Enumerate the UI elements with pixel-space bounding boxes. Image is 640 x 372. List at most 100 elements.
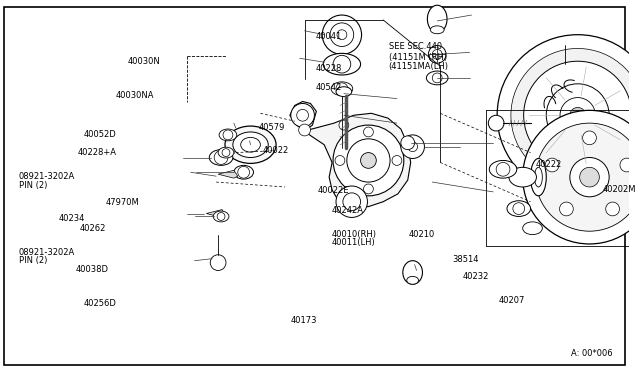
Circle shape [223, 130, 233, 140]
Ellipse shape [218, 147, 234, 158]
Circle shape [511, 48, 640, 182]
Ellipse shape [213, 211, 229, 222]
Circle shape [547, 84, 609, 147]
Circle shape [330, 23, 354, 46]
Ellipse shape [428, 5, 447, 33]
Ellipse shape [225, 126, 276, 163]
Circle shape [333, 55, 351, 73]
Polygon shape [290, 102, 411, 206]
Circle shape [497, 35, 640, 196]
Ellipse shape [336, 87, 352, 97]
Text: SEE SEC.440: SEE SEC.440 [388, 42, 442, 51]
Circle shape [513, 203, 525, 215]
Text: 40262: 40262 [79, 224, 106, 232]
Circle shape [222, 149, 230, 157]
Circle shape [297, 109, 308, 121]
Text: 40222: 40222 [536, 160, 562, 169]
Text: 40542: 40542 [316, 83, 342, 92]
Text: 40022: 40022 [263, 146, 289, 155]
Text: 40173: 40173 [291, 316, 317, 325]
Circle shape [336, 83, 348, 94]
Ellipse shape [331, 82, 353, 96]
Circle shape [364, 184, 373, 194]
Circle shape [580, 167, 599, 187]
Circle shape [238, 166, 250, 178]
Ellipse shape [241, 137, 260, 152]
Circle shape [336, 186, 367, 218]
Text: A: 00*006: A: 00*006 [572, 349, 613, 358]
Text: 40207: 40207 [499, 295, 525, 305]
Text: 40228+A: 40228+A [77, 148, 116, 157]
Text: 38514: 38514 [452, 255, 479, 264]
Ellipse shape [219, 129, 237, 141]
Text: PIN (2): PIN (2) [19, 256, 47, 266]
Circle shape [432, 49, 442, 59]
Circle shape [496, 163, 510, 176]
Circle shape [211, 255, 226, 270]
Ellipse shape [490, 160, 516, 178]
Text: 40011(LH): 40011(LH) [332, 238, 376, 247]
Circle shape [545, 158, 559, 172]
Text: 40052D: 40052D [84, 130, 116, 140]
Circle shape [343, 193, 360, 211]
Circle shape [299, 124, 310, 136]
Circle shape [323, 15, 362, 54]
Ellipse shape [534, 167, 542, 187]
Text: 40232: 40232 [463, 272, 489, 281]
Ellipse shape [426, 71, 448, 85]
Text: 08921-3202A: 08921-3202A [19, 172, 75, 182]
Text: PIN (2): PIN (2) [19, 181, 47, 190]
Ellipse shape [234, 166, 253, 179]
Circle shape [337, 30, 347, 39]
Text: 40030N: 40030N [127, 57, 161, 66]
Text: 40256D: 40256D [83, 299, 116, 308]
Circle shape [605, 202, 620, 216]
Circle shape [559, 202, 573, 216]
Text: 40228: 40228 [316, 64, 342, 73]
Text: (41151MA(LH): (41151MA(LH) [388, 62, 449, 71]
Circle shape [582, 131, 596, 145]
Text: 40022E: 40022E [317, 186, 349, 195]
Circle shape [217, 212, 225, 220]
Ellipse shape [509, 167, 536, 187]
Circle shape [339, 120, 349, 130]
Text: 47970M: 47970M [106, 198, 140, 206]
Ellipse shape [209, 150, 233, 166]
Text: (41151M (RH): (41151M (RH) [388, 53, 447, 62]
Circle shape [570, 157, 609, 197]
Circle shape [408, 142, 417, 152]
Ellipse shape [233, 132, 268, 157]
Circle shape [392, 155, 402, 166]
Ellipse shape [403, 261, 422, 284]
Text: 40010(RH): 40010(RH) [332, 230, 377, 239]
Text: 40242A: 40242A [332, 206, 364, 215]
Circle shape [347, 139, 390, 182]
Circle shape [524, 61, 632, 169]
Text: 40234: 40234 [58, 214, 85, 224]
Circle shape [560, 97, 595, 133]
Circle shape [620, 158, 634, 172]
Text: 08921-3202A: 08921-3202A [19, 248, 75, 257]
Circle shape [214, 151, 228, 164]
Text: 40030NA: 40030NA [116, 91, 154, 100]
Ellipse shape [428, 45, 446, 63]
Circle shape [488, 115, 504, 131]
Text: 40041: 40041 [316, 32, 342, 41]
Text: 40202M: 40202M [602, 185, 636, 194]
Ellipse shape [523, 222, 542, 235]
Ellipse shape [531, 158, 547, 196]
Circle shape [432, 73, 442, 83]
Ellipse shape [430, 26, 444, 34]
Circle shape [333, 125, 404, 196]
Circle shape [364, 127, 373, 137]
Ellipse shape [323, 53, 360, 75]
Circle shape [401, 135, 424, 158]
Circle shape [335, 155, 345, 166]
Circle shape [401, 136, 415, 150]
Text: 40038D: 40038D [75, 265, 108, 274]
Text: 40210: 40210 [409, 230, 435, 239]
Circle shape [291, 103, 314, 127]
Circle shape [360, 153, 376, 168]
Polygon shape [206, 209, 226, 218]
Ellipse shape [507, 201, 531, 217]
